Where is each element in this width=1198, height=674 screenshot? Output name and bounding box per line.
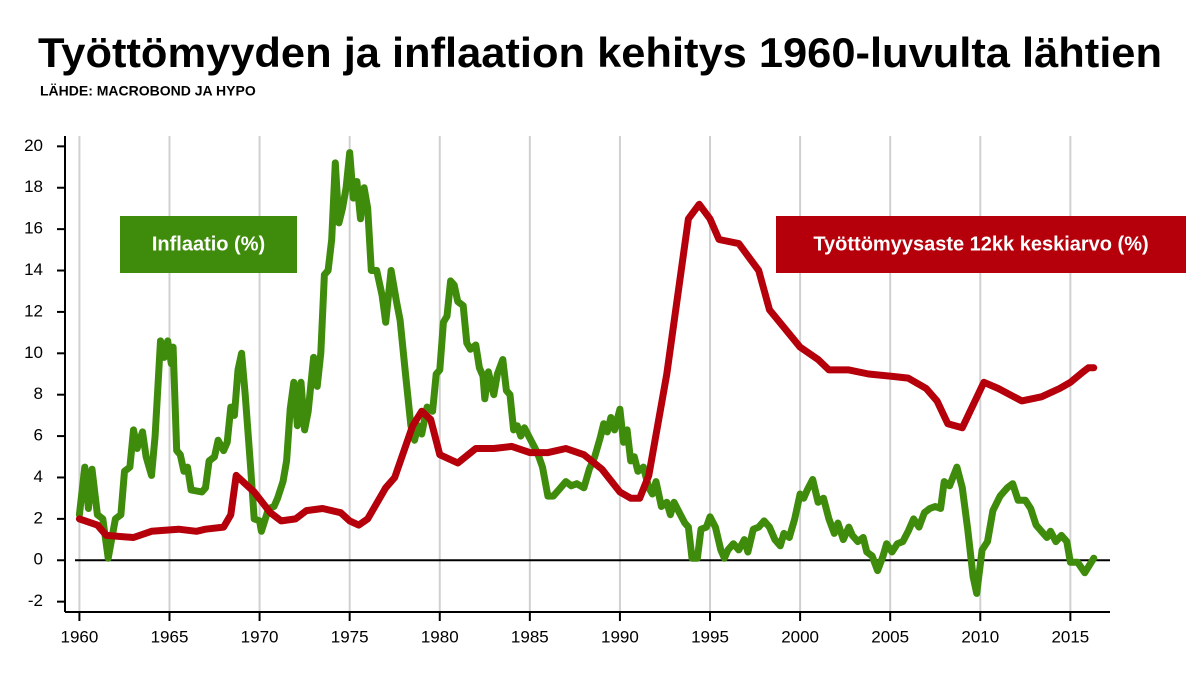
legend-swatch xyxy=(776,216,1186,273)
y-tick-label: 18 xyxy=(24,177,43,196)
series-line xyxy=(75,149,1098,597)
y-tick-label: 10 xyxy=(24,343,43,362)
y-tick-label: 14 xyxy=(24,260,43,279)
y-tick-label: 6 xyxy=(34,426,43,445)
x-tick-label: 1965 xyxy=(151,627,189,646)
y-tick-label: 20 xyxy=(24,136,43,155)
x-tick-label: 2005 xyxy=(871,627,909,646)
y-tick-label: 12 xyxy=(24,301,43,320)
x-tick-label: 1960 xyxy=(60,627,98,646)
legend-label: Inflaatio (%) xyxy=(152,233,265,255)
x-tick-label: 1980 xyxy=(421,627,459,646)
series-line xyxy=(75,200,1098,541)
x-tick-label: 1995 xyxy=(691,627,729,646)
y-tick-label: 8 xyxy=(34,384,43,403)
chart-subtitle: LÄHDE: MACROBOND JA HYPO xyxy=(40,83,256,99)
y-tick-label: 4 xyxy=(34,467,43,486)
legend-label: Työttömyysaste 12kk keskiarvo (%) xyxy=(813,233,1148,255)
x-tick-label: 1990 xyxy=(601,627,639,646)
y-tick-label: 2 xyxy=(34,508,43,527)
x-tick-label: 2015 xyxy=(1051,627,1089,646)
y-tick-label: 0 xyxy=(34,550,43,569)
y-tick-label: -2 xyxy=(28,591,43,610)
chart-title: Työttömyyden ja inflaation kehitys 1960-… xyxy=(38,29,1162,76)
x-tick-label: 2010 xyxy=(961,627,999,646)
x-tick-label: 1985 xyxy=(511,627,549,646)
legend-swatch xyxy=(120,216,297,273)
x-tick-label: 1975 xyxy=(331,627,369,646)
x-tick-label: 1970 xyxy=(241,627,279,646)
y-tick-label: 16 xyxy=(24,219,43,238)
x-tick-label: 2000 xyxy=(781,627,819,646)
